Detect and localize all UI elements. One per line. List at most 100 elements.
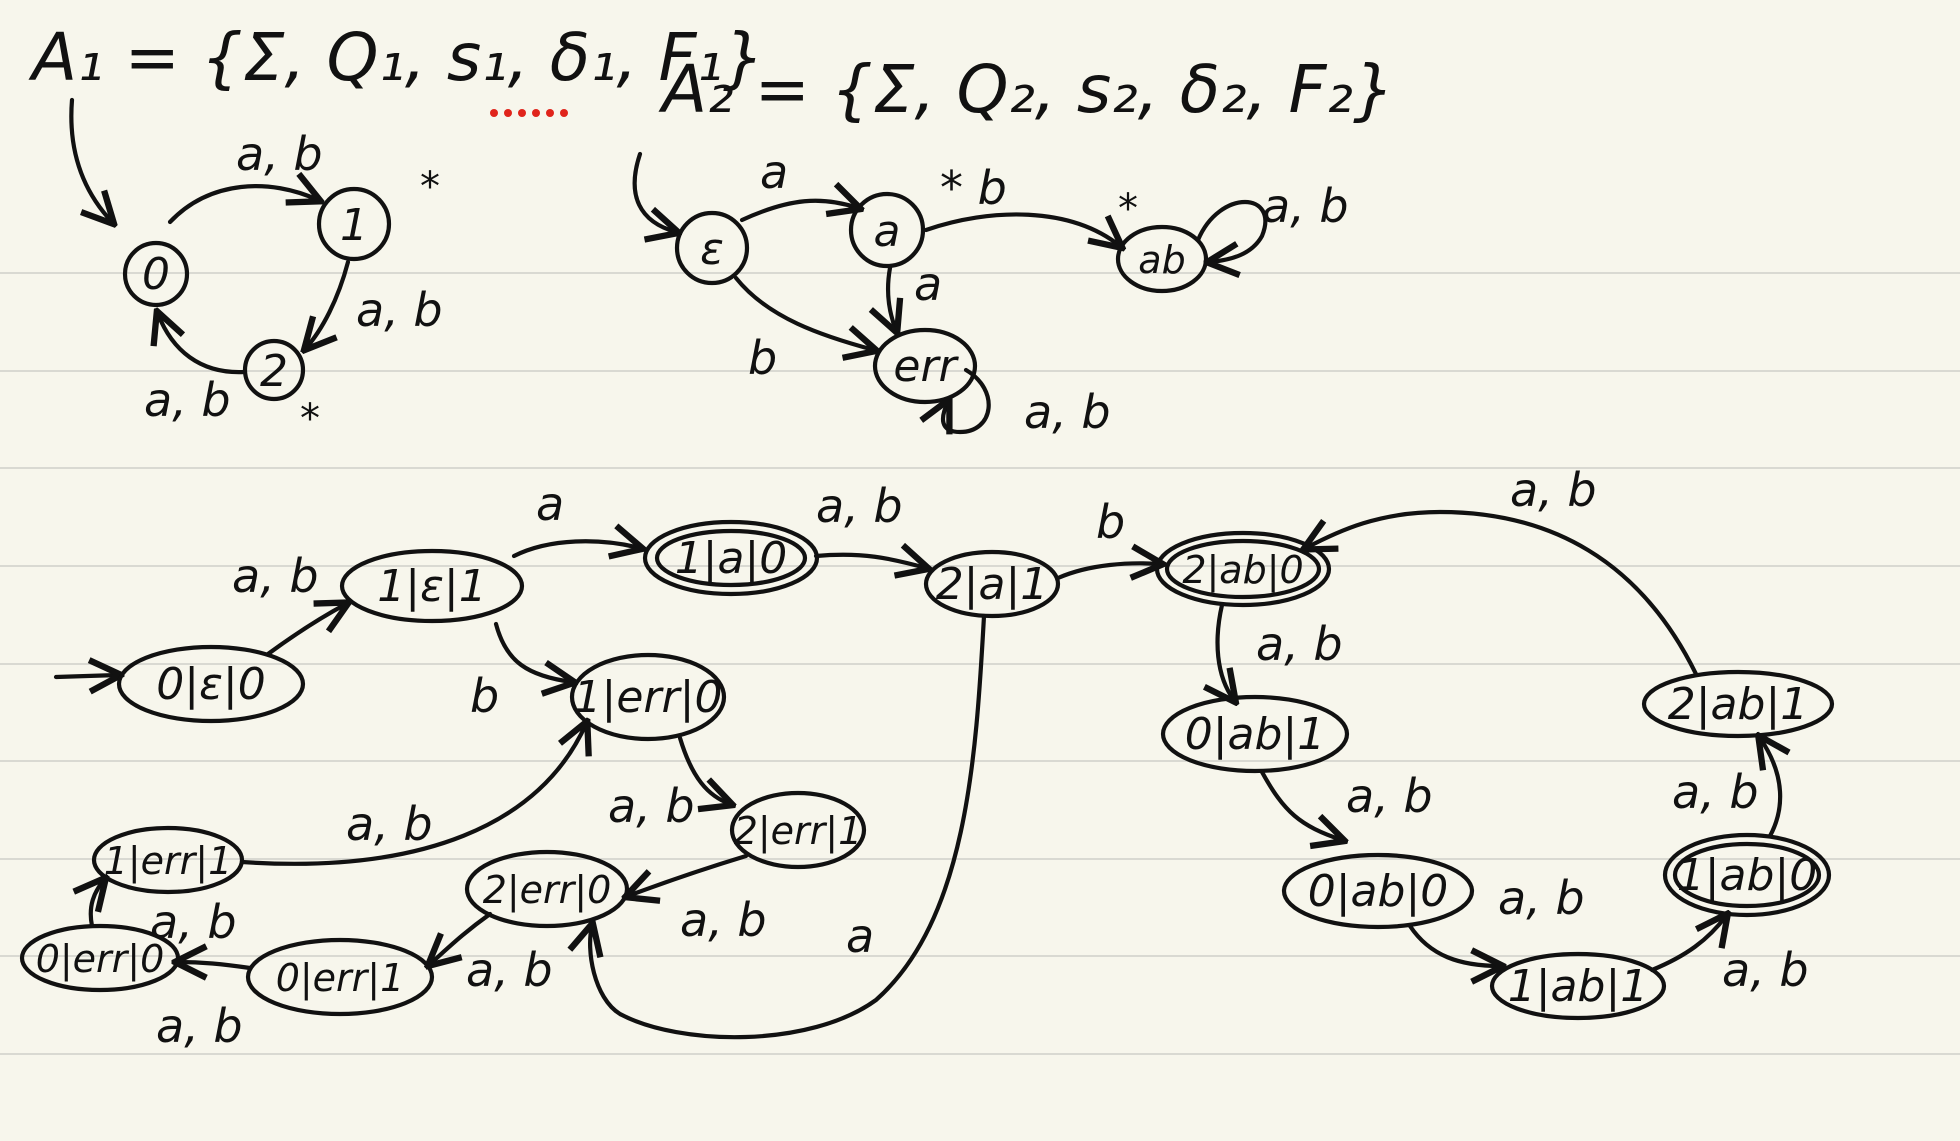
- p-edge-2ab0-0ab1: [1218, 602, 1234, 700]
- product-state-0-err-1: 0|err|1: [245, 937, 435, 1017]
- a2-state-err: err: [872, 327, 978, 405]
- product-state-2-ab-1: 2|ab|1: [1641, 669, 1835, 739]
- p-edge-label-1ab1-1ab0: a, b: [1722, 943, 1809, 997]
- a2-loop-ab: [1195, 200, 1268, 262]
- svg-text:ε: ε: [700, 224, 724, 275]
- product-state-1-a-0: 1|a|0: [642, 519, 820, 597]
- p-edge-label-2a1-2err0: a: [846, 909, 874, 963]
- p-edge-0ab1-0ab0: [1259, 769, 1342, 840]
- svg-text:1|ab|1: 1|ab|1: [1508, 961, 1649, 1012]
- a2-final-mark-ab: *: [1118, 186, 1138, 232]
- a2-edge-a-err: [888, 265, 896, 330]
- svg-text:0|ε|0: 0|ε|0: [156, 659, 265, 710]
- a1-edge-1-2: [306, 259, 351, 348]
- p-edge-2a1-2ab0: [1055, 563, 1160, 578]
- svg-text:1|ε|1: 1|ε|1: [377, 561, 486, 612]
- a2-edge-label-a-ab: * b: [940, 161, 1007, 215]
- a1-state-2: 2: [242, 338, 306, 402]
- p-edge-label-1err1-1err0: a, b: [346, 797, 433, 851]
- a2-edge-label-eps-a: a: [760, 145, 788, 199]
- p-edge-0eps0-1eps1: [265, 604, 346, 657]
- p-edge-label-0err1-0err0: a, b: [156, 999, 243, 1053]
- product-state-1-err-1: 1|err|1: [91, 825, 245, 895]
- p-edge-2err1-2err0: [628, 853, 749, 896]
- product-state-2-ab-0: 2|ab|0: [1154, 530, 1332, 608]
- p-edge-2ab1-2ab0: [1306, 509, 1699, 677]
- p-edge-2err0-0err1: [430, 911, 493, 964]
- a1-edge-label-2-0: a, b: [144, 373, 231, 427]
- p-edge-1eps1-1err0: [493, 621, 572, 682]
- a2-edge-eps-a: [739, 201, 858, 223]
- p-edge-0err1-0err0: [178, 962, 253, 968]
- a2-edge-a-ab: [923, 212, 1120, 246]
- product-state-0-ab-0: 0|ab|0: [1281, 852, 1475, 930]
- product-state-0-eps-0: 0|ε|0: [116, 644, 306, 724]
- svg-text:err: err: [893, 341, 959, 392]
- automaton-1-definition: A₁ = {Σ, Q₁, s₁, δ₁, F₁}: [28, 19, 765, 96]
- svg-text:ab: ab: [1138, 238, 1185, 282]
- a1-final-mark-1: *: [420, 164, 440, 210]
- svg-text:1|ab|0: 1|ab|0: [1677, 850, 1818, 901]
- p-edge-label-0err0-1err1: a, b: [150, 895, 237, 949]
- a2-start-arrow: [632, 151, 676, 232]
- svg-text:2|a|1: 2|a|1: [936, 559, 1049, 610]
- p-edge-label-0ab1-0ab0: a, b: [1346, 769, 1433, 823]
- product-state-2-err-1: 2|err|1: [729, 790, 867, 870]
- p-edge-1eps1-1a0: [511, 541, 640, 556]
- svg-text:2|ab|1: 2|ab|1: [1668, 679, 1809, 730]
- product-state-1-err-0: 1|err|0: [569, 652, 727, 742]
- product-start-arrow: [53, 675, 118, 677]
- svg-text:2|err|0: 2|err|0: [483, 868, 612, 913]
- svg-text:2|ab|0: 2|ab|0: [1182, 548, 1303, 593]
- a2-edge-label-eps-err: b: [748, 331, 777, 385]
- automaton-2: A₂ = {Σ, Q₂, s₂, δ₂, F₂} ε a ab err * a …: [632, 51, 1395, 439]
- svg-text:a: a: [874, 206, 901, 257]
- svg-text:0|ab|0: 0|ab|0: [1308, 866, 1449, 917]
- p-edge-label-0eps0-1eps1: a, b: [232, 549, 319, 603]
- product-automaton: 0|ε|0 1|ε|1 1|a|0 2|a|1 2|ab|0 1|err|0 2…: [19, 463, 1835, 1053]
- p-edge-1ab0-2ab1: [1760, 738, 1780, 839]
- svg-text:1|err|0: 1|err|0: [574, 672, 723, 723]
- p-edge-label-2err1-2err0: a, b: [680, 893, 767, 947]
- product-state-0-ab-1: 0|ab|1: [1160, 694, 1350, 774]
- a1-edge-label-0-1: a, b: [236, 127, 323, 181]
- a1-edge-0-1: [167, 186, 318, 225]
- automaton-1: A₁ = {Σ, Q₁, s₁, δ₁, F₁} 0 1 2 * * a, b …: [28, 19, 765, 442]
- svg-text:1: 1: [340, 200, 368, 251]
- svg-text:0: 0: [142, 249, 170, 300]
- p-edge-label-1a0-2a1: a, b: [816, 479, 903, 533]
- p-edge-0ab0-1ab1: [1407, 923, 1500, 966]
- p-edge-1ab1-1ab0: [1649, 916, 1726, 973]
- svg-text:1|a|0: 1|a|0: [675, 533, 788, 584]
- a1-edge-2-0: [158, 314, 247, 375]
- p-edge-1err0-2err1: [677, 735, 730, 804]
- p-edge-1a0-2a1: [813, 555, 926, 568]
- svg-text:2: 2: [260, 346, 288, 397]
- a1-final-mark-2: *: [300, 396, 320, 442]
- p-edge-label-2err0-0err1: a, b: [466, 943, 553, 997]
- accent-dots: [490, 109, 568, 117]
- a2-edge-label-err-loop: a, b: [1024, 385, 1111, 439]
- product-state-1-ab-0: 1|ab|0: [1662, 832, 1832, 918]
- p-edge-label-2ab0-0ab1: a, b: [1256, 617, 1343, 671]
- product-state-1-ab-1: 1|ab|1: [1489, 951, 1667, 1021]
- p-edge-label-1err0-2err1: a, b: [608, 779, 695, 833]
- p-edge-1err1-1err0: [239, 724, 586, 866]
- p-edge-label-1eps1-1err0: b: [470, 669, 499, 723]
- p-edge-0err0-1err1: [91, 880, 104, 929]
- svg-text:0|err|0: 0|err|0: [36, 937, 165, 982]
- p-edge-label-0ab0-1ab1: a, b: [1498, 871, 1585, 925]
- automaton-2-definition: A₂ = {Σ, Q₂, s₂, δ₂, F₂}: [658, 51, 1395, 128]
- a1-state-1: 1: [316, 186, 392, 262]
- svg-text:0|err|1: 0|err|1: [276, 956, 405, 1001]
- a2-state-epsilon: ε: [674, 210, 750, 286]
- a1-start-arrow: [69, 97, 112, 222]
- product-state-0-err-0: 0|err|0: [19, 923, 181, 993]
- svg-text:0|ab|1: 0|ab|1: [1185, 709, 1326, 760]
- svg-text:2|err|1: 2|err|1: [734, 809, 863, 854]
- a1-edge-label-1-2: a, b: [356, 283, 443, 337]
- product-state-2-a-1: 2|a|1: [923, 549, 1061, 619]
- a2-edge-label-a-err: a: [914, 257, 942, 311]
- a2-edge-eps-err: [733, 275, 874, 350]
